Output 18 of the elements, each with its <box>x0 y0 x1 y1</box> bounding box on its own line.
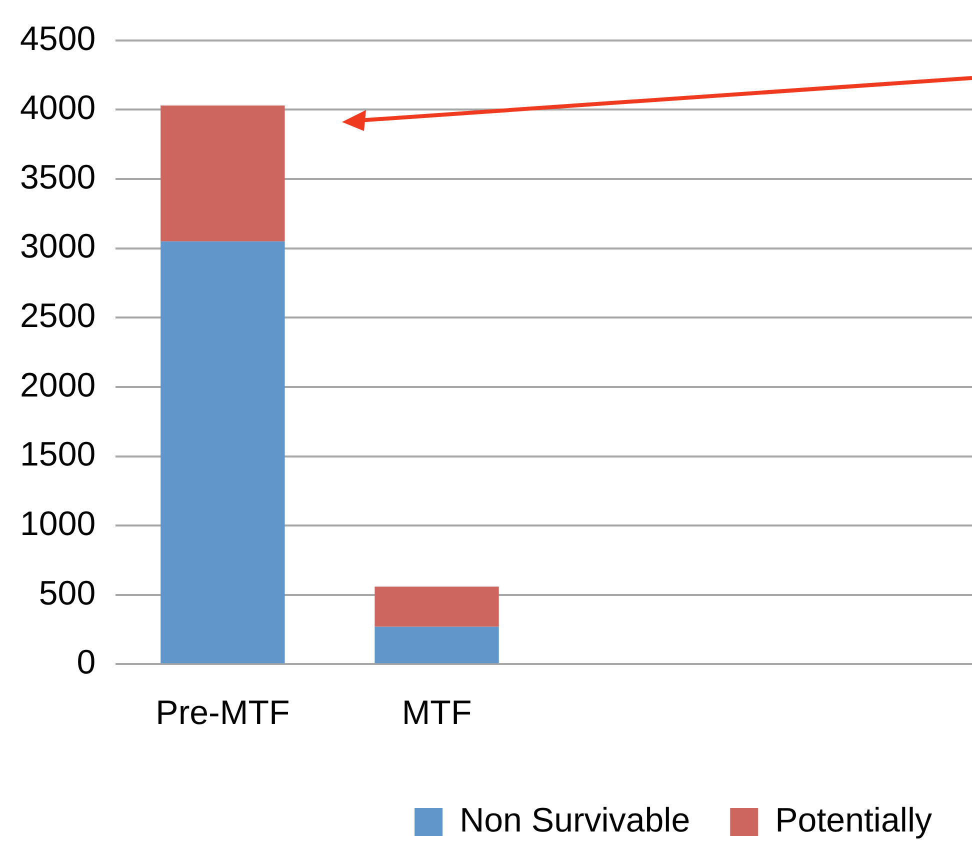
bar <box>374 626 499 664</box>
y-tick-label: 3500 <box>20 158 96 196</box>
bar <box>374 586 499 627</box>
y-tick-label: 1000 <box>20 504 96 543</box>
x-tick-label: Pre-MTF <box>156 694 290 732</box>
y-tick-label: 4000 <box>20 89 96 128</box>
y-tick-label: 500 <box>38 574 96 612</box>
y-tick-label: 4500 <box>20 20 96 58</box>
legend-label: Non Survivable <box>460 801 690 840</box>
y-tick-label: 1500 <box>20 436 96 474</box>
y-tick-label: 3000 <box>20 228 96 266</box>
y-tick-label: 0 <box>76 644 96 682</box>
y-tick-label: 2000 <box>20 366 96 404</box>
bar <box>160 106 285 242</box>
x-tick-label: MTF <box>402 694 472 732</box>
bar <box>160 241 285 664</box>
legend-label: Potentially <box>775 801 932 840</box>
y-tick-label: 2500 <box>20 297 96 336</box>
